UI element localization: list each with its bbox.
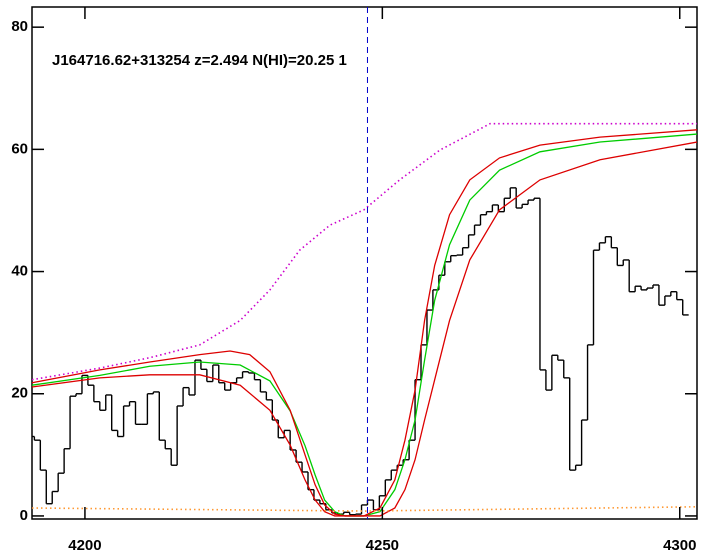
model-curve <box>32 141 697 517</box>
x-tick-label: 4200 <box>68 537 101 554</box>
y-tick-label: 60 <box>11 140 28 157</box>
model-curve <box>32 133 697 517</box>
annotation: J164716.62+313254 z=2.494 N(HI)=20.25 1 <box>52 52 347 69</box>
y-tick-label: 0 <box>20 507 28 524</box>
model-curve <box>32 129 697 517</box>
plot-frame <box>31 6 698 520</box>
y-tick-label: 80 <box>11 18 28 35</box>
x-tick-label: 4250 <box>366 537 399 554</box>
y-tick-label: 40 <box>11 263 28 280</box>
y-tick-label: 20 <box>11 385 28 402</box>
x-tick-label: 4300 <box>663 537 696 554</box>
plot-area <box>32 7 697 519</box>
dotted-curve <box>32 122 697 381</box>
dotted-curve <box>32 505 697 512</box>
